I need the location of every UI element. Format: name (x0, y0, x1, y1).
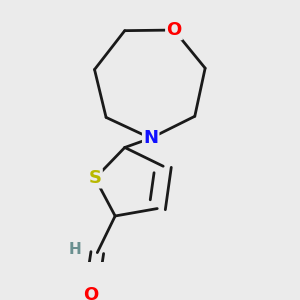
Text: S: S (88, 169, 102, 187)
Text: N: N (143, 129, 158, 147)
Text: O: O (167, 21, 182, 39)
Text: O: O (83, 286, 99, 300)
Text: H: H (69, 242, 82, 257)
